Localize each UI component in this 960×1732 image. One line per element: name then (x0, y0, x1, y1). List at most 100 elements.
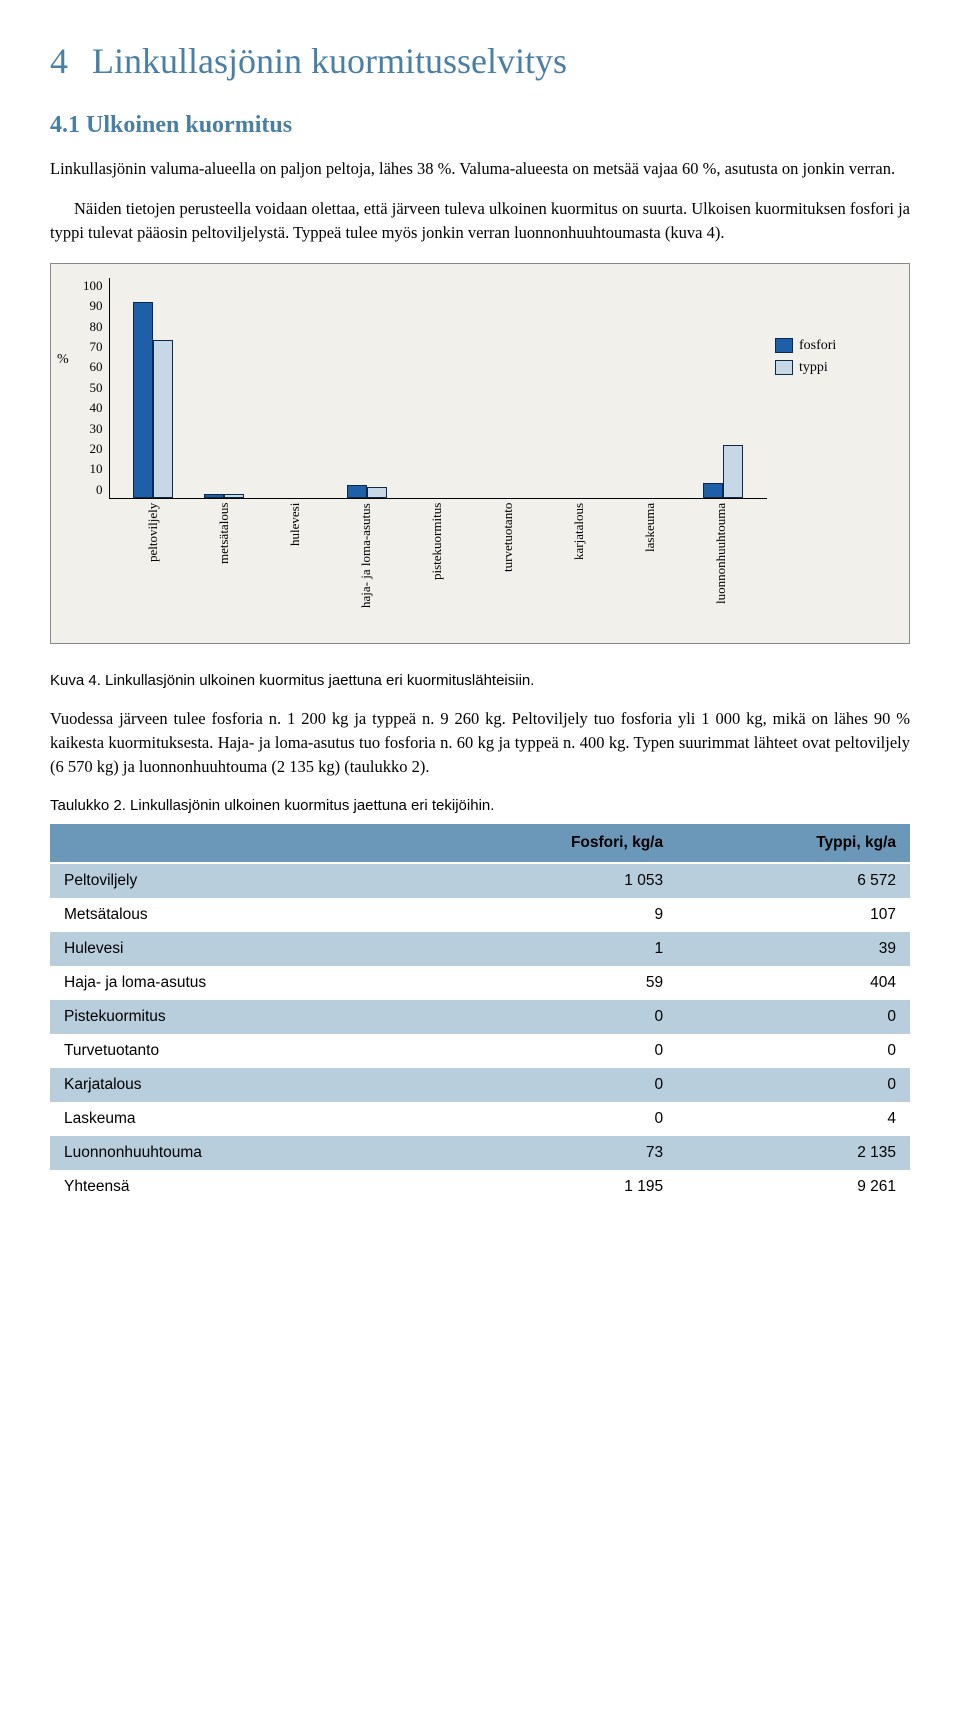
table-cell: Karjatalous (50, 1068, 418, 1102)
bar-fosfori (703, 483, 723, 498)
y-tick: 20 (83, 441, 103, 457)
x-label: haja- ja loma-asutus (343, 503, 389, 633)
bar-typpi (224, 494, 244, 498)
chapter-number: 4 (50, 40, 68, 82)
y-tick: 30 (83, 421, 103, 437)
table-cell: 0 (677, 1068, 910, 1102)
bar-group (201, 494, 247, 498)
table-cell: Luonnonhuuhtouma (50, 1136, 418, 1170)
table-caption: Taulukko 2. Linkullasjönin ulkoinen kuor… (50, 797, 910, 814)
y-tick: 0 (83, 482, 103, 498)
chart-plot-area (109, 278, 768, 499)
table-cell: 0 (418, 1034, 678, 1068)
x-label: luonnonhuuhtouma (698, 503, 744, 633)
legend-swatch-fosfori (775, 338, 793, 353)
bar-typpi (723, 445, 743, 498)
legend-swatch-typpi (775, 360, 793, 375)
table-header-row: Fosfori, kg/aTyppi, kg/a (50, 824, 910, 863)
y-axis-label: % (57, 352, 69, 368)
table-header-cell: Fosfori, kg/a (418, 824, 678, 863)
table-row: Metsätalous9107 (50, 898, 910, 932)
table-cell: 39 (677, 932, 910, 966)
legend-label-typpi: typpi (799, 360, 828, 376)
table-cell: 0 (677, 1000, 910, 1034)
bar-typpi (153, 340, 173, 498)
table-cell: Haja- ja loma-asutus (50, 966, 418, 1000)
paragraph-3: Vuodessa järveen tulee fosforia n. 1 200… (50, 707, 910, 779)
table-cell: Metsätalous (50, 898, 418, 932)
chapter-title: 4 Linkullasjönin kuormitusselvitys (50, 40, 910, 82)
table-cell: 73 (418, 1136, 678, 1170)
table-cell: 404 (677, 966, 910, 1000)
table-cell: 0 (418, 1068, 678, 1102)
y-tick: 40 (83, 400, 103, 416)
y-tick: 100 (83, 278, 103, 294)
y-tick: 80 (83, 319, 103, 335)
x-label: metsätalous (201, 503, 247, 633)
table-cell: 9 (418, 898, 678, 932)
table-row: Turvetuotanto00 (50, 1034, 910, 1068)
table-cell: 0 (418, 1000, 678, 1034)
table-cell: 6 572 (677, 863, 910, 898)
x-label: hulevesi (272, 503, 318, 633)
bar-fosfori (133, 302, 153, 498)
table-row: Laskeuma04 (50, 1102, 910, 1136)
paragraph-1: Linkullasjönin valuma-alueella on paljon… (50, 157, 910, 181)
section-title-text: Ulkoinen kuormitus (86, 112, 292, 138)
table-cell: 107 (677, 898, 910, 932)
table-cell: 9 261 (677, 1170, 910, 1204)
table-row: Pistekuormitus00 (50, 1000, 910, 1034)
table-header-cell: Typpi, kg/a (677, 824, 910, 863)
table-cell: 0 (418, 1102, 678, 1136)
table-cell: 4 (677, 1102, 910, 1136)
x-label: pistekuormitus (414, 503, 460, 633)
bar-fosfori (347, 485, 367, 498)
table-cell: 1 195 (418, 1170, 678, 1204)
bar-fosfori (204, 494, 224, 498)
data-table: Fosfori, kg/aTyppi, kg/a Peltoviljely1 0… (50, 824, 910, 1204)
x-label: peltoviljely (130, 503, 176, 633)
y-tick: 60 (83, 359, 103, 375)
x-label: turvetuotanto (485, 503, 531, 633)
bar-chart: % 1009080706050403020100 fosfori typpi p… (50, 263, 910, 644)
x-label: laskeuma (627, 503, 673, 633)
figure-caption: Kuva 4. Linkullasjönin ulkoinen kuormitu… (50, 672, 910, 689)
y-axis-ticks: 1009080706050403020100 (83, 278, 109, 498)
table-row: Hulevesi139 (50, 932, 910, 966)
table-row: Yhteensä1 1959 261 (50, 1170, 910, 1204)
x-label: karjatalous (556, 503, 602, 633)
table-cell: 0 (677, 1034, 910, 1068)
table-cell: Turvetuotanto (50, 1034, 418, 1068)
paragraph-2: Näiden tietojen perusteella voidaan olet… (50, 197, 910, 245)
table-cell: 1 053 (418, 863, 678, 898)
legend-label-fosfori: fosfori (799, 338, 836, 354)
table-body: Peltoviljely1 0536 572Metsätalous9107Hul… (50, 863, 910, 1204)
chart-legend: fosfori typpi (775, 278, 895, 382)
table-row: Haja- ja loma-asutus59404 (50, 966, 910, 1000)
chapter-title-text: Linkullasjönin kuormitusselvitys (92, 41, 567, 81)
table-cell: Pistekuormitus (50, 1000, 418, 1034)
table-cell: 2 135 (677, 1136, 910, 1170)
bar-group (344, 485, 390, 498)
y-tick: 50 (83, 380, 103, 396)
y-tick: 70 (83, 339, 103, 355)
table-row: Karjatalous00 (50, 1068, 910, 1102)
table-cell: 1 (418, 932, 678, 966)
table-cell: 59 (418, 966, 678, 1000)
section-title: 4.1 Ulkoinen kuormitus (50, 112, 910, 139)
table-row: Peltoviljely1 0536 572 (50, 863, 910, 898)
table-header-cell (50, 824, 418, 863)
table-cell: Laskeuma (50, 1102, 418, 1136)
table-cell: Hulevesi (50, 932, 418, 966)
table-cell: Yhteensä (50, 1170, 418, 1204)
bar-typpi (367, 487, 387, 498)
bar-group (700, 445, 746, 498)
legend-item-fosfori: fosfori (775, 338, 895, 354)
x-axis-labels: peltoviljely metsätalous hulevesi haja- ja … (109, 503, 765, 633)
table-cell: Peltoviljely (50, 863, 418, 898)
table-row: Luonnonhuuhtouma732 135 (50, 1136, 910, 1170)
y-tick: 90 (83, 298, 103, 314)
legend-item-typpi: typpi (775, 360, 895, 376)
y-tick: 10 (83, 461, 103, 477)
section-number: 4.1 (50, 112, 80, 138)
